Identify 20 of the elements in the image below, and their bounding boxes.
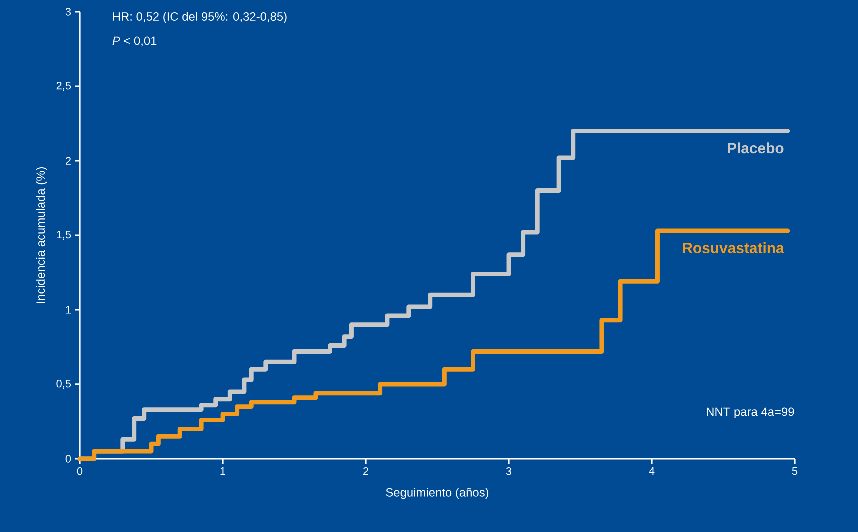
x-tick-label: 2 bbox=[364, 468, 369, 476]
y-tick-label: 2,5 bbox=[56, 82, 72, 92]
y-axis-title: Incidencia acumulada (%) bbox=[36, 167, 48, 304]
annotation: P < 0,01 bbox=[112, 36, 157, 47]
x-tick-label: 4 bbox=[649, 467, 655, 476]
y-tick-label: 0,5 bbox=[56, 380, 72, 390]
x-tick-label: 0 bbox=[77, 468, 83, 476]
y-tick-label: 2 bbox=[66, 157, 71, 165]
x-tick-label: 1 bbox=[220, 467, 226, 476]
series-label: Rosuvastatina bbox=[683, 242, 784, 254]
y-tick-label: 3 bbox=[66, 8, 72, 16]
x-tick-label: 3 bbox=[506, 468, 512, 476]
x-tick-label: 5 bbox=[792, 467, 798, 476]
annotation: NNT para 4a=99 bbox=[707, 408, 794, 419]
x-axis-title: Seguimiento (años) bbox=[386, 488, 489, 500]
y-tick-label: 0 bbox=[66, 455, 72, 463]
y-tick-label: 1 bbox=[66, 306, 71, 314]
annotation: HR: 0,52 (IC del 95%: 0,32-0,85) bbox=[113, 12, 287, 24]
y-tick-label: 1,5 bbox=[57, 231, 72, 240]
series-label: Placebo bbox=[728, 142, 784, 154]
